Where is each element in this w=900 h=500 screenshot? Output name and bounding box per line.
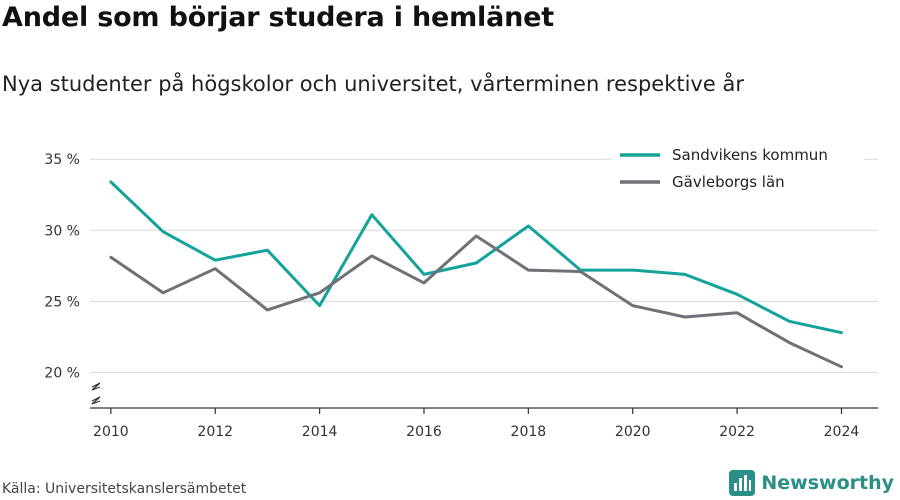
x-tick-label: 2018 [511,424,547,440]
axis-break-icon [91,396,101,405]
y-tick-label: 30 % [44,223,80,239]
x-axis: 2010 2012 2014 2016 2018 2020 2022 2024 [90,382,878,440]
x-tick-label: 2016 [406,424,442,440]
y-tick-label: 25 % [44,294,80,310]
brand-name: Newsworthy [761,472,894,494]
series-line-0 [109,180,843,335]
x-tick-label: 2012 [197,424,233,440]
brand-logo[interactable]: Newsworthy [729,470,894,496]
chart-subtitle: Nya studenter på högskolor och universit… [2,72,744,96]
series-lines [109,180,843,369]
newsworthy-logo-icon [729,470,756,496]
y-tick-label: 20 % [44,365,80,381]
x-tick-label: 2020 [615,424,651,440]
chart-title: Andel som börjar studera i hemlänet [2,2,554,33]
legend-background [612,140,864,198]
y-tick-label: 35 % [44,152,80,168]
legend: Sandvikens kommun Gävleborgs län [612,140,864,198]
x-tick-label: 2024 [824,424,860,440]
legend-label: Gävleborgs län [672,173,785,191]
axis-break-icon [91,382,101,391]
y-axis-ticks: 35 % 30 % 25 % 20 % [44,152,80,381]
x-tick-label: 2014 [302,424,338,440]
source-note: Källa: Universitetskanslersämbetet [2,481,247,497]
series-line-1 [109,234,843,369]
legend-label: Sandvikens kommun [672,146,828,164]
x-tick-label: 2010 [93,424,129,440]
x-tick-label: 2022 [719,424,755,440]
